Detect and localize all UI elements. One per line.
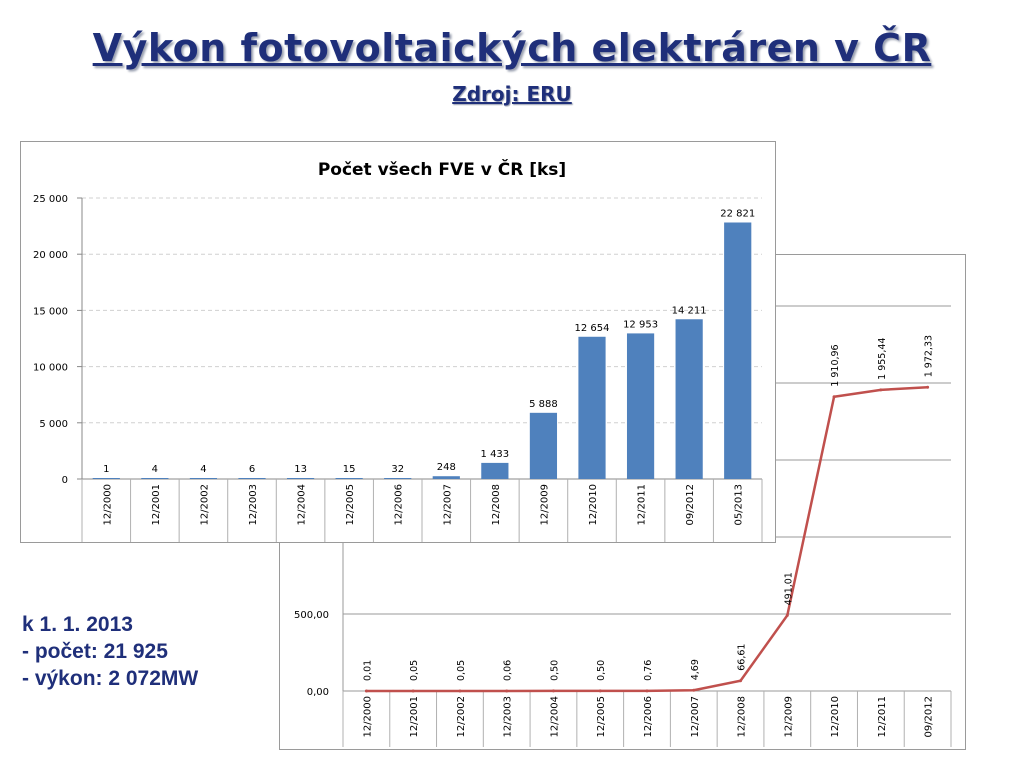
line-ytick-label: 0,00 xyxy=(307,687,329,698)
bar-x-tick-label: 05/2013 xyxy=(734,484,745,526)
bar-ytick-label: 0 xyxy=(62,475,68,486)
line-value-label: 0,01 xyxy=(362,660,373,681)
line-x-tick-label: 12/2001 xyxy=(409,696,420,738)
bar-value-label: 22 821 xyxy=(720,208,755,219)
line-x-tick-label: 12/2003 xyxy=(503,696,514,738)
bar-value-label: 1 433 xyxy=(481,449,510,460)
line-point xyxy=(926,385,930,389)
line-x-tick-label: 12/2008 xyxy=(737,696,748,738)
bar-x-tick-label: 12/2009 xyxy=(539,484,550,526)
bar-ytick-label: 15 000 xyxy=(33,306,68,317)
slide-title: Výkon fotovoltaických elektráren v ČR xyxy=(92,26,932,70)
bar-value-label: 1 xyxy=(103,464,109,475)
bar-value-label: 6 xyxy=(249,464,255,475)
line-x-tick-label: 12/2007 xyxy=(690,696,701,738)
line-point xyxy=(551,689,555,693)
bar-value-label: 4 xyxy=(152,464,158,475)
line-point xyxy=(364,689,368,693)
line-x-tick-label: 12/2004 xyxy=(549,696,560,738)
line-x-tick-label: 12/2009 xyxy=(783,696,794,738)
bar xyxy=(238,478,266,479)
line-x-tick-label: 09/2012 xyxy=(924,696,935,738)
bar-x-tick-label: 12/2002 xyxy=(199,484,210,526)
bar xyxy=(675,319,703,479)
line-value-label: 491,01 xyxy=(783,572,794,605)
bar xyxy=(384,478,412,479)
bar xyxy=(724,222,752,480)
line-value-label: 0,05 xyxy=(409,660,420,681)
bar-x-tick-label: 12/2011 xyxy=(637,484,648,526)
line-value-label: 0,76 xyxy=(643,660,654,681)
bar-value-label: 15 xyxy=(343,464,356,475)
bar-value-label: 5 888 xyxy=(529,399,558,410)
bar xyxy=(432,476,460,479)
bar-ytick-label: 20 000 xyxy=(33,250,68,261)
bar xyxy=(141,478,169,479)
line-value-label: 0,05 xyxy=(456,660,467,681)
line-value-label: 0,50 xyxy=(596,660,607,681)
note-count: - počet: 21 925 xyxy=(22,640,168,663)
bar-ytick-label: 10 000 xyxy=(33,363,68,374)
line-x-tick-label: 12/2000 xyxy=(362,696,373,738)
line-value-label: 1 955,44 xyxy=(877,338,888,380)
line-x-tick-label: 12/2010 xyxy=(830,696,841,738)
line-point xyxy=(505,689,509,693)
line-x-tick-label: 12/2005 xyxy=(596,696,607,738)
line-value-label: 66,61 xyxy=(737,644,748,671)
line-x-tick-label: 12/2002 xyxy=(456,696,467,738)
line-point xyxy=(879,388,883,392)
line-value-label: 1 910,96 xyxy=(830,344,841,386)
line-point xyxy=(692,688,696,692)
bar-x-tick-label: 12/2000 xyxy=(102,484,113,526)
line-point xyxy=(832,395,836,399)
line-point xyxy=(411,689,415,693)
summary-note: k 1. 1. 2013 - počet: 21 925 - výkon: 2 … xyxy=(22,611,198,692)
slide-subtitle: Zdroj: ERU xyxy=(452,82,572,106)
bar-value-label: 248 xyxy=(437,462,456,473)
line-value-label: 4,69 xyxy=(690,659,701,680)
bar-x-tick-label: 12/2007 xyxy=(442,484,453,526)
line-value-label: 1 972,33 xyxy=(924,335,935,377)
bar-x-tick-label: 12/2008 xyxy=(491,484,502,526)
bar-value-label: 4 xyxy=(200,464,206,475)
bar xyxy=(529,412,558,479)
bar-ytick-label: 5 000 xyxy=(39,419,68,430)
bar xyxy=(286,478,315,479)
line-point xyxy=(645,689,649,693)
bar-x-tick-label: 12/2005 xyxy=(345,484,356,526)
line-point xyxy=(598,689,602,693)
bar xyxy=(189,478,218,479)
bar-value-label: 12 654 xyxy=(575,323,610,334)
bar-x-tick-label: 12/2004 xyxy=(297,484,308,526)
bar-x-tick-label: 12/2003 xyxy=(248,484,259,526)
note-date: k 1. 1. 2013 xyxy=(22,613,133,636)
bar-ytick-label: 25 000 xyxy=(33,194,68,205)
bar xyxy=(92,478,120,479)
bar-value-label: 12 953 xyxy=(623,319,658,330)
bar-x-tick-label: 12/2010 xyxy=(588,484,599,526)
line-point xyxy=(458,689,462,693)
bar-value-label: 14 211 xyxy=(672,305,707,316)
bar xyxy=(335,478,363,479)
bar-x-tick-label: 12/2001 xyxy=(151,484,162,526)
line-x-tick-label: 12/2006 xyxy=(643,696,654,738)
line-ytick-label: 500,00 xyxy=(294,610,329,621)
bar xyxy=(578,336,606,479)
bar-x-tick-label: 09/2012 xyxy=(685,484,696,526)
note-power: - výkon: 2 072MW xyxy=(22,667,199,690)
line-value-label: 0,06 xyxy=(503,660,514,681)
bar-value-label: 32 xyxy=(391,464,404,475)
bar-chart-count: Počet všech FVE v ČR [ks] 0 5 000 10 000 15 … xyxy=(20,141,776,543)
bar xyxy=(626,333,655,479)
bar xyxy=(481,462,509,479)
line-value-label: 0,50 xyxy=(549,660,560,681)
line-point xyxy=(785,613,789,617)
bar-value-label: 13 xyxy=(294,464,307,475)
line-point xyxy=(739,679,743,683)
line-x-tick-label: 12/2011 xyxy=(877,696,888,738)
bar-x-tick-label: 12/2006 xyxy=(394,484,405,526)
bar-chart-title: Počet všech FVE v ČR [ks] xyxy=(318,158,566,180)
